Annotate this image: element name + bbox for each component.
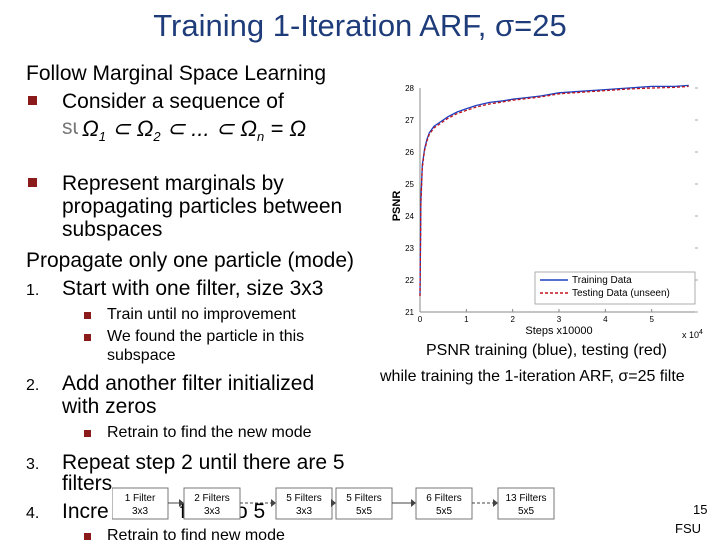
text-line: subspaces: [62, 218, 163, 241]
text-line: Retrain to find the new mode: [107, 424, 312, 441]
text-line: We found the particle in this: [107, 328, 305, 345]
x-tick-label: 3: [557, 315, 562, 324]
text-line: with zeros: [62, 395, 157, 418]
x-axis-label: Steps x10000: [525, 325, 592, 337]
y-tick-label: 26: [405, 148, 414, 157]
y-tick-label: 23: [405, 244, 414, 253]
legend-box: [534, 271, 696, 305]
text-line: Propagate only one particle (mode): [26, 249, 355, 272]
square-bullet-icon: [84, 430, 91, 437]
square-bullet-icon: [84, 334, 91, 341]
text-line: Train until no improvement: [107, 306, 296, 323]
filter-size-label: 3x3: [296, 506, 313, 517]
svg-text:Ω1 ⊂ Ω2 ⊂ ... ⊂ Ωn = Ω: Ω1 ⊂ Ω2 ⊂ ... ⊂ Ωn = Ω: [82, 116, 306, 144]
text-line: Start with one filter, size 3x3: [62, 277, 324, 300]
chart-caption-line2: while training the 1-iteration ARF, σ=25…: [380, 368, 685, 385]
filter-size-label: 5x5: [436, 506, 453, 517]
y-axis-label: PSNR: [391, 191, 403, 222]
text-line: filters: [62, 472, 113, 495]
filter-count-label: 5 Filters: [346, 493, 382, 504]
series-line-2: [419, 85, 689, 297]
list-number: 2.: [26, 377, 40, 394]
square-bullet-icon: [84, 312, 91, 319]
square-bullet-icon: [28, 178, 37, 187]
x-tick-label: 2: [510, 315, 515, 324]
x-multiplier-label: x 104: [682, 329, 703, 340]
square-bullet-icon: [28, 96, 37, 105]
series-line-1: [419, 84, 689, 297]
x-tick-label: 0: [418, 315, 423, 324]
filter-count-label: 2 Filters: [194, 493, 230, 504]
filter-count-label: 1 Filter: [125, 493, 156, 504]
square-bullet-icon: [84, 533, 91, 540]
chart-caption-line1: PSNR training (blue), testing (red): [426, 342, 667, 359]
list-number: 1.: [26, 282, 40, 299]
y-tick-label: 27: [405, 116, 414, 125]
text-line: Consider a sequence of: [62, 90, 284, 113]
x-tick-label: 4: [603, 315, 608, 324]
filter-box: 1 Filter 3x3: [112, 487, 169, 520]
text-line: Retrain to find new mode: [107, 527, 285, 544]
text-line: Follow Marginal Space Learning: [26, 62, 326, 85]
arrowhead-icon: [411, 499, 416, 507]
filter-box: 13 Filters 5x5: [497, 487, 555, 520]
filter-box: 5 Filters 5x5: [335, 487, 393, 520]
filter-size-label: 5x5: [356, 506, 373, 517]
legend-label: Training Data: [572, 275, 632, 286]
legend-label: Testing Data (unseen): [572, 288, 670, 299]
filter-count-label: 13 Filters: [505, 493, 546, 504]
text-line: Repeat step 2 until there are 5: [62, 451, 345, 474]
filter-box: 5 Filters 3x3: [275, 487, 333, 520]
list-number: 4.: [26, 505, 40, 522]
arrowhead-icon: [493, 499, 498, 507]
text-line: Incre: [62, 500, 109, 523]
x-tick-label: 5: [649, 315, 654, 324]
text-line: Represent marginals by: [62, 172, 284, 195]
filter-count-label: 6 Filters: [426, 493, 462, 504]
slide-title: Training 1-Iteration ARF, σ=25: [153, 8, 567, 43]
filter-size-label: 5x5: [518, 506, 535, 517]
subspace-formula-icon: Ω1 ⊂ Ω2 ⊂ ... ⊂ Ωn = Ω: [78, 110, 338, 146]
y-tick-label: 24: [405, 212, 414, 221]
filter-size-label: 3x3: [132, 506, 149, 517]
filter-count-label: 5 Filters: [286, 493, 322, 504]
filter-box: 2 Filters 3x3: [183, 487, 241, 520]
text-line: subspace: [107, 347, 176, 364]
text-line: Add another filter initialized: [62, 372, 315, 395]
y-tick-label: 28: [405, 84, 414, 93]
arrowhead-icon: [331, 499, 336, 507]
arrowhead-icon: [179, 499, 184, 507]
y-tick-label: 25: [405, 180, 414, 189]
list-number: 3.: [26, 456, 40, 473]
text-line: o 5: [236, 500, 266, 523]
page-number: 15: [693, 502, 708, 517]
text-line: propagating particles between: [62, 195, 343, 218]
filter-size-label: 3x3: [204, 506, 221, 517]
y-tick-label: 21: [405, 308, 414, 317]
x-tick-label: 1: [464, 315, 469, 324]
filter-box: 6 Filters 5x5: [415, 487, 473, 520]
institution-label: FSU: [675, 521, 701, 536]
arrowhead-icon: [271, 499, 276, 507]
y-tick-label: 22: [405, 276, 414, 285]
